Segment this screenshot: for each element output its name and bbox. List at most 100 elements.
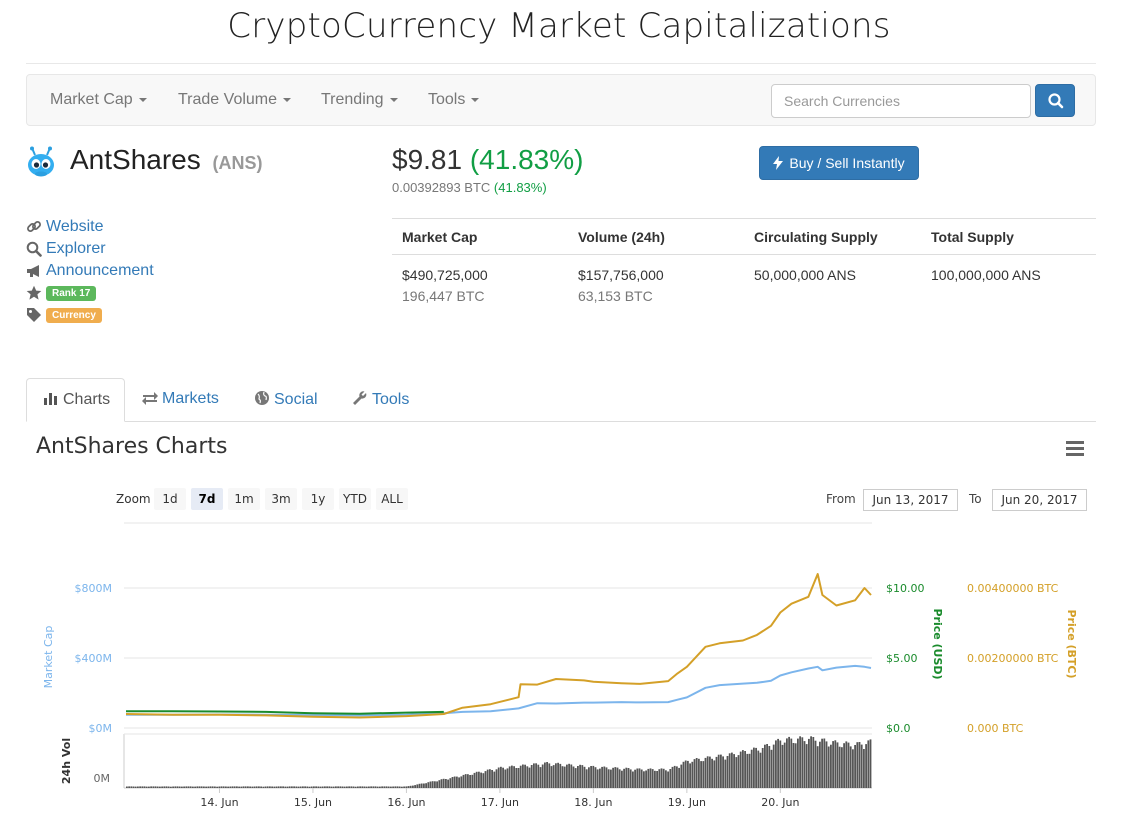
volume-bar (711, 758, 713, 788)
nav-trade-volume[interactable]: Trade Volume (178, 91, 292, 109)
volume-bar (297, 786, 300, 788)
price-usd-tick-label: $10.00 (886, 582, 925, 595)
tab-charts[interactable]: Charts (26, 378, 125, 422)
volume-bar (665, 770, 667, 788)
volume-bar (304, 786, 306, 788)
volume-bar (381, 786, 383, 788)
nav-trending[interactable]: Trending (321, 91, 398, 109)
volume-bar (207, 786, 210, 788)
zoom-7d-button[interactable]: 7d (191, 488, 223, 510)
category-badge: Currency (46, 308, 102, 323)
volume-bar (229, 786, 232, 788)
volume-bar (594, 767, 597, 788)
nav-tools[interactable]: Tools (428, 91, 480, 109)
volume-bar (310, 786, 313, 788)
volume-bar (286, 786, 289, 788)
volume-bar (759, 752, 762, 788)
volume-bar (638, 768, 641, 788)
price-usd-line (126, 710, 444, 715)
zoom-1y-button[interactable]: 1y (302, 488, 334, 510)
volume-bar (739, 751, 742, 788)
volume-bar (618, 769, 621, 788)
market-cap-btc: 196,447 BTC (402, 288, 485, 304)
from-date-input[interactable]: Jun 13, 2017 (863, 489, 958, 511)
to-date-input[interactable]: Jun 20, 2017 (992, 489, 1087, 511)
price-chart[interactable]: $0M $400M $800M $0.0 $5.00 $10.00 0.000 BTC 0.0… (0, 520, 1144, 820)
price-btc-tick-label: 0.00200000 BTC (967, 652, 1059, 665)
volume-bar (475, 771, 478, 788)
volume-bar (860, 744, 863, 788)
volume-bar (717, 754, 720, 788)
tab-markets[interactable]: Markets (126, 378, 235, 422)
volume-bar (255, 786, 258, 788)
zoom-1m-button[interactable]: 1m (228, 488, 260, 510)
volume-bar (405, 786, 408, 788)
volume-bar (222, 786, 225, 788)
caret-down-icon (471, 97, 480, 102)
volume-bar (350, 786, 353, 788)
volume-bar (385, 786, 388, 788)
zoom-all-button[interactable]: ALL (376, 488, 408, 510)
zoom-3m-button[interactable]: 3m (265, 488, 297, 510)
website-link[interactable]: Website (46, 218, 104, 235)
volume-bar (607, 769, 610, 788)
zoom-label: Zoom (116, 492, 151, 506)
volume-bar (354, 786, 357, 788)
volume-bar (581, 765, 584, 788)
volume-bar (447, 779, 449, 788)
volume-bar (249, 786, 251, 788)
volume-bar (625, 767, 628, 788)
volume-bar (728, 753, 731, 788)
volume-bar (513, 766, 515, 788)
volume-bar (436, 781, 438, 788)
volume-bar (273, 786, 276, 788)
announcement-link[interactable]: Announcement (46, 262, 154, 279)
volume-bar (326, 786, 328, 788)
caret-down-icon (283, 97, 292, 102)
tab-tools[interactable]: Tools (336, 378, 425, 422)
volume-bar (332, 786, 335, 788)
volume-bar (486, 769, 489, 788)
zoom-ytd-button[interactable]: YTD (339, 488, 371, 510)
volume-bar (797, 738, 799, 788)
volume-bar (343, 786, 346, 788)
volume-bar (396, 786, 399, 788)
search-input[interactable] (771, 84, 1031, 118)
buy-sell-button[interactable]: Buy / Sell Instantly (759, 146, 919, 180)
volume-bar (335, 786, 337, 788)
volume-bar (308, 786, 311, 788)
volume-bar (667, 771, 669, 788)
volume-bar (491, 770, 493, 788)
volume-bar (231, 786, 234, 788)
volume-bar (154, 786, 157, 788)
volume-bar (827, 746, 830, 788)
volume-bar (313, 786, 315, 788)
volume-bar (515, 768, 518, 788)
volume-bar (376, 786, 379, 788)
volume-bar (502, 767, 504, 788)
volume-bar (365, 786, 368, 788)
volume-bar (145, 786, 148, 788)
volume-bar (359, 786, 361, 788)
tab-social[interactable]: Social (238, 378, 334, 422)
volume-bar (269, 786, 271, 788)
volume-bar (528, 767, 531, 788)
title-divider (26, 63, 1096, 64)
price-btc-change: (41.83%) (493, 180, 547, 195)
price-usd-value: $9.81 (392, 144, 463, 175)
nav-market-cap[interactable]: Market Cap (50, 91, 147, 109)
volume-bar (178, 786, 181, 788)
volume-bar (194, 786, 196, 788)
hamburger-menu-icon[interactable] (1066, 441, 1084, 456)
volume-bar (634, 769, 636, 788)
volume-bar (374, 786, 377, 788)
volume-bar (423, 783, 425, 788)
explorer-link[interactable]: Explorer (46, 240, 106, 257)
volume-bar (266, 786, 269, 788)
volume-bar (156, 786, 159, 788)
volume-bar (662, 768, 665, 788)
volume-bar (150, 786, 152, 788)
volume-bar (462, 774, 465, 788)
zoom-1d-button[interactable]: 1d (154, 488, 186, 510)
search-button[interactable] (1035, 84, 1075, 117)
